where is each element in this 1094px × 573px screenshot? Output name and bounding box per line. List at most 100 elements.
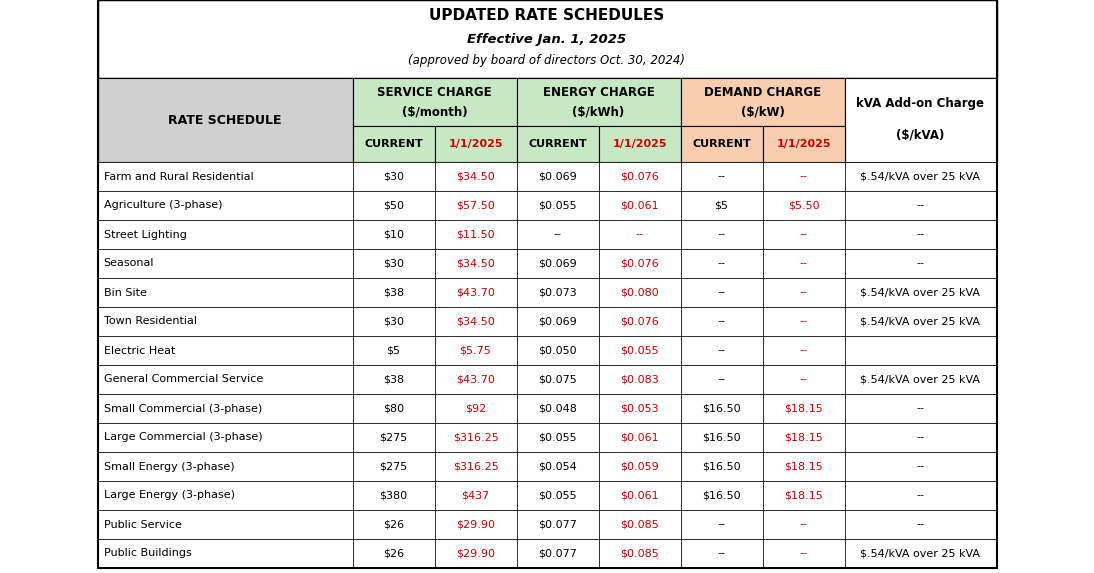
Text: Large Commercial (3-phase): Large Commercial (3-phase) — [104, 433, 263, 442]
Text: $0.077: $0.077 — [538, 548, 577, 559]
Text: --: -- — [800, 288, 807, 297]
Text: $0.069: $0.069 — [538, 316, 577, 327]
Text: $437: $437 — [462, 490, 490, 500]
Text: Seasonal: Seasonal — [104, 258, 154, 269]
Bar — [763, 452, 845, 481]
Bar — [763, 278, 845, 307]
Bar — [598, 220, 680, 249]
Text: $0.073: $0.073 — [538, 288, 577, 297]
Text: $57.50: $57.50 — [456, 201, 494, 210]
Bar — [680, 394, 763, 423]
Text: --: -- — [718, 171, 725, 182]
Text: $0.083: $0.083 — [620, 375, 659, 384]
Bar — [763, 510, 845, 539]
Text: --: -- — [917, 433, 924, 442]
Text: --: -- — [917, 258, 924, 269]
Bar — [516, 249, 598, 278]
Text: $16.50: $16.50 — [702, 433, 741, 442]
Text: Large Energy (3-phase): Large Energy (3-phase) — [104, 490, 234, 500]
Text: $0.085: $0.085 — [620, 520, 659, 529]
Text: Public Service: Public Service — [104, 520, 182, 529]
Bar — [598, 278, 680, 307]
Bar — [516, 510, 598, 539]
Text: Street Lighting: Street Lighting — [104, 230, 186, 240]
Text: --: -- — [554, 230, 561, 240]
Text: Small Commercial (3-phase): Small Commercial (3-phase) — [104, 403, 261, 414]
Text: $11.50: $11.50 — [456, 230, 494, 240]
Text: CURRENT: CURRENT — [693, 139, 750, 149]
Text: $275: $275 — [380, 461, 408, 472]
Text: --: -- — [800, 520, 807, 529]
Text: $316.25: $316.25 — [453, 433, 499, 442]
Bar — [97, 307, 352, 336]
Bar — [352, 307, 434, 336]
Text: $26: $26 — [383, 520, 404, 529]
Bar — [516, 394, 598, 423]
Text: $0.050: $0.050 — [538, 346, 577, 355]
Text: --: -- — [917, 201, 924, 210]
Bar — [598, 191, 680, 220]
Bar — [845, 539, 997, 568]
Text: $30: $30 — [383, 171, 404, 182]
Text: $5.75: $5.75 — [459, 346, 491, 355]
Text: $316.25: $316.25 — [453, 461, 499, 472]
Text: $38: $38 — [383, 375, 404, 384]
Text: --: -- — [917, 403, 924, 414]
Text: --: -- — [718, 375, 725, 384]
Bar — [434, 452, 516, 481]
Bar — [845, 394, 997, 423]
Bar — [97, 423, 352, 452]
Bar — [516, 336, 598, 365]
Bar — [434, 336, 516, 365]
Bar — [352, 423, 434, 452]
Bar — [680, 481, 763, 510]
Bar — [97, 481, 352, 510]
Bar — [763, 307, 845, 336]
Bar — [97, 278, 352, 307]
Text: $18.15: $18.15 — [784, 433, 823, 442]
Bar — [97, 394, 352, 423]
Text: $5: $5 — [714, 201, 729, 210]
Text: 1/1/2025: 1/1/2025 — [613, 139, 666, 149]
Bar — [763, 162, 845, 191]
Bar — [352, 126, 434, 162]
Bar — [434, 365, 516, 394]
Text: --: -- — [800, 316, 807, 327]
Bar — [598, 510, 680, 539]
Bar — [97, 220, 352, 249]
Text: $34.50: $34.50 — [456, 316, 494, 327]
Bar — [680, 452, 763, 481]
Bar — [352, 481, 434, 510]
Text: --: -- — [718, 230, 725, 240]
Text: $16.50: $16.50 — [702, 461, 741, 472]
Text: $.54/kVA over 25 kVA: $.54/kVA over 25 kVA — [861, 375, 980, 384]
Bar — [680, 307, 763, 336]
Text: (approved by board of directors Oct. 30, 2024): (approved by board of directors Oct. 30,… — [408, 54, 686, 68]
Text: $380: $380 — [380, 490, 408, 500]
Bar — [845, 481, 997, 510]
Bar — [352, 162, 434, 191]
Bar — [680, 162, 763, 191]
Bar — [845, 423, 997, 452]
Bar — [598, 394, 680, 423]
Text: $.54/kVA over 25 kVA: $.54/kVA over 25 kVA — [861, 288, 980, 297]
Bar — [434, 278, 516, 307]
Bar — [352, 510, 434, 539]
Text: $0.059: $0.059 — [620, 461, 659, 472]
Bar — [352, 220, 434, 249]
Bar — [97, 0, 997, 78]
Text: $10: $10 — [383, 230, 404, 240]
Text: DEMAND CHARGE: DEMAND CHARGE — [703, 86, 822, 99]
Bar — [845, 336, 997, 365]
Bar — [763, 365, 845, 394]
Text: $0.055: $0.055 — [538, 433, 577, 442]
Bar — [97, 162, 352, 191]
Text: Agriculture (3-phase): Agriculture (3-phase) — [104, 201, 222, 210]
Bar — [352, 336, 434, 365]
Text: --: -- — [800, 171, 807, 182]
Text: $18.15: $18.15 — [784, 461, 823, 472]
Bar — [845, 191, 997, 220]
Text: $43.70: $43.70 — [456, 288, 494, 297]
Bar — [598, 126, 680, 162]
Bar — [845, 510, 997, 539]
